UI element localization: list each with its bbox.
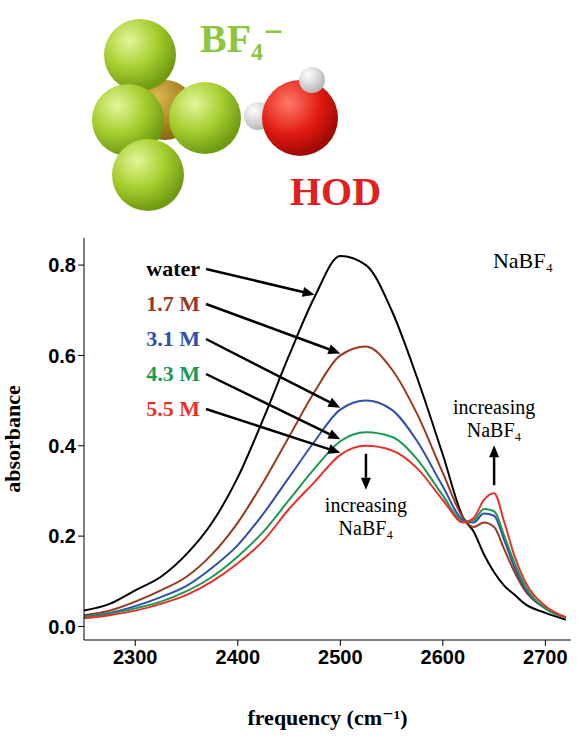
svg-text:4.3 M: 4.3 M (146, 361, 200, 386)
svg-text:0.0: 0.0 (48, 616, 76, 638)
svg-text:2300: 2300 (113, 646, 158, 668)
svg-text:0.8: 0.8 (48, 254, 76, 276)
svg-text:BF₄⁻: BF₄⁻ (200, 16, 284, 61)
svg-text:frequency (cm⁻¹): frequency (cm⁻¹) (247, 705, 407, 730)
svg-text:increasingNaBF₄: increasingNaBF₄ (325, 494, 407, 539)
svg-text:absorbance: absorbance (0, 385, 25, 493)
svg-text:5.5 M: 5.5 M (146, 396, 200, 421)
svg-text:2500: 2500 (318, 646, 363, 668)
svg-text:2400: 2400 (216, 646, 261, 668)
svg-text:3.1 M: 3.1 M (146, 326, 200, 351)
svg-text:NaBF₄: NaBF₄ (493, 248, 553, 273)
svg-text:increasingNaBF₄: increasingNaBF₄ (453, 396, 535, 441)
svg-text:2700: 2700 (523, 646, 568, 668)
svg-text:0.2: 0.2 (48, 525, 76, 547)
svg-text:1.7 M: 1.7 M (146, 291, 200, 316)
svg-text:0.4: 0.4 (48, 435, 77, 457)
svg-text:2600: 2600 (421, 646, 466, 668)
svg-text:water: water (146, 256, 200, 281)
svg-text:HOD: HOD (290, 169, 381, 214)
svg-text:0.6: 0.6 (48, 345, 76, 367)
